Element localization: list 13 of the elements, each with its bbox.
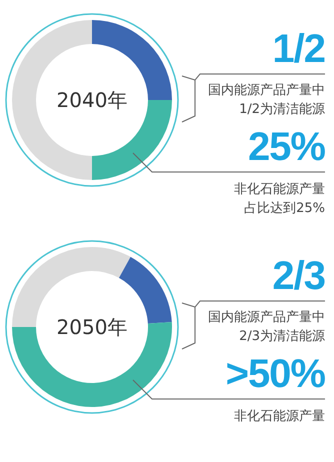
text: 非化石能源产量: [234, 182, 325, 197]
text: 占比达到25%: [244, 201, 325, 216]
text: 国内能源产品产量中: [208, 310, 325, 325]
text: 25%: [248, 125, 326, 169]
text: 2050年: [56, 315, 128, 339]
text: 国内能源产品产量中: [208, 83, 325, 98]
text: >50%: [226, 352, 326, 396]
text: 2040年: [56, 88, 128, 112]
text: 2/3为清洁能源: [239, 329, 325, 344]
text: 1/2为清洁能源: [239, 102, 325, 117]
text: 2/3: [272, 254, 325, 298]
text: 非化石能源产量: [234, 409, 325, 424]
text: 1/2: [272, 27, 325, 71]
